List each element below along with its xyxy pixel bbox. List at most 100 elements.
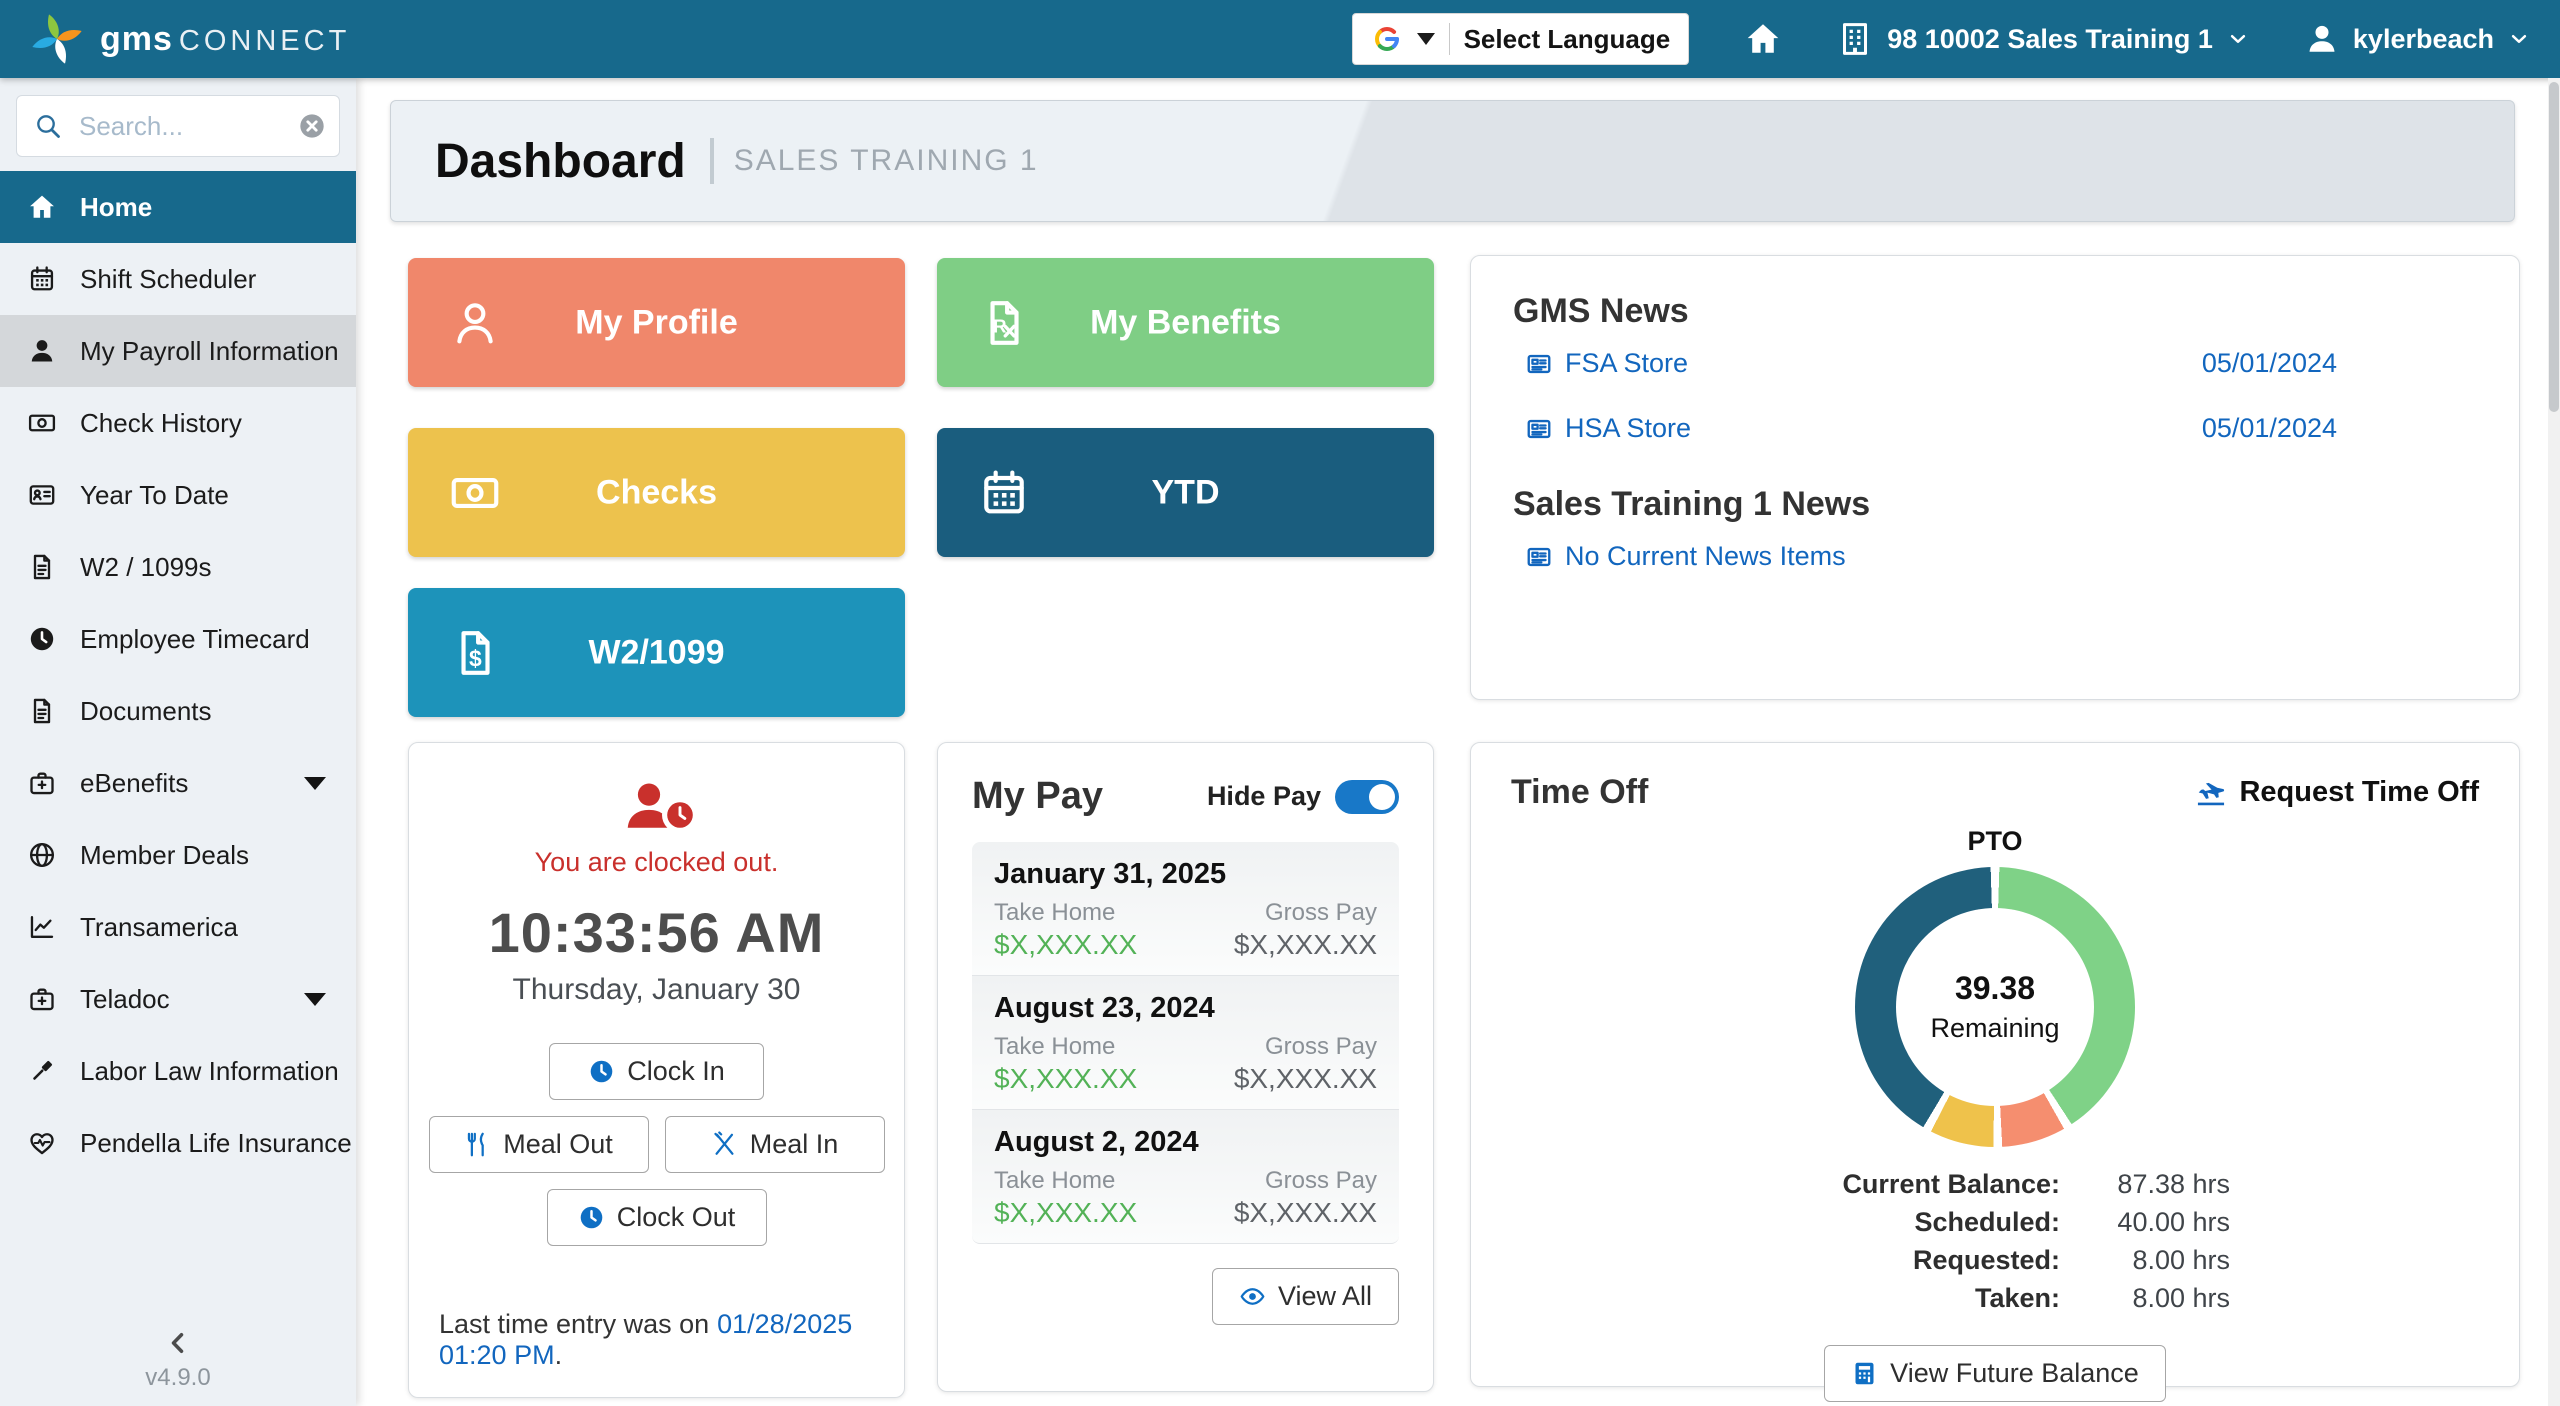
pto-donut-chart: 39.38 Remaining — [1855, 867, 2135, 1147]
eye-icon — [1239, 1283, 1266, 1310]
meal-out-button[interactable]: Meal Out — [428, 1116, 649, 1173]
donut-center: 39.38 Remaining — [1896, 908, 2094, 1106]
home-icon[interactable] — [1745, 21, 1781, 57]
button-label: View Future Balance — [1890, 1358, 2139, 1388]
topbar: gms CONNECT Select Language 98 10002 Sale… — [0, 0, 2560, 78]
sidebar-item-label: Year To Date — [80, 479, 229, 510]
sidebar-item-shift-scheduler[interactable]: Shift Scheduler — [0, 243, 356, 315]
tile-label: My Benefits — [1090, 303, 1281, 341]
take-home-label: Take Home — [994, 1033, 1116, 1060]
company-selector[interactable]: 98 10002 Sales Training 1 — [1837, 21, 2249, 57]
take-home-value: $X,XXX.XX — [994, 1063, 1138, 1094]
stat-value: 8.00 hrs — [2132, 1245, 2230, 1275]
sidebar-item-label: Pendella Life Insurance — [80, 1127, 352, 1158]
sidebar-item-teladoc[interactable]: Teladoc — [0, 963, 356, 1035]
gross-pay-label: Gross Pay — [1264, 1167, 1377, 1194]
tile-w2-1099[interactable]: W2/1099 — [408, 588, 905, 717]
newspaper-icon — [1525, 543, 1553, 571]
briefcase-medical-icon — [28, 769, 56, 797]
pay-date: August 23, 2024 — [994, 992, 1215, 1024]
sidebar-item-label: Teladoc — [80, 983, 170, 1014]
money-bill-icon — [28, 409, 56, 437]
my-pay-title: My Pay — [972, 775, 1103, 817]
gross-pay-value: $X,XXX.XX — [1233, 929, 1377, 960]
user-menu[interactable]: kylerbeach — [2305, 22, 2530, 56]
brand-logo[interactable]: gms CONNECT — [30, 12, 350, 66]
tile-my-benefits[interactable]: My Benefits — [937, 258, 1434, 387]
scrollbar-thumb[interactable] — [2549, 82, 2559, 412]
main-content: Dashboard SALES TRAINING 1 My Profile My… — [356, 78, 2560, 1406]
view-all-button[interactable]: View All — [1211, 1268, 1399, 1325]
pto-plan-label: PTO — [1967, 826, 2023, 856]
tile-label: W2/1099 — [588, 633, 725, 671]
sidebar-item-transamerica[interactable]: Transamerica — [0, 891, 356, 963]
tile-checks[interactable]: Checks — [408, 428, 905, 557]
search-input[interactable] — [16, 95, 340, 157]
time-clock-panel: You are clocked out. 10:33:56 AM Thursda… — [408, 742, 905, 1398]
sidebar-item-label: Employee Timecard — [80, 623, 310, 654]
sidebar-item-label: My Payroll Information — [80, 335, 339, 366]
pay-date: August 2, 2024 — [994, 1126, 1199, 1158]
calculator-icon — [1851, 1360, 1878, 1387]
news-link-fsa-store[interactable]: FSA Store — [1525, 348, 1688, 379]
news-item: No Current News Items — [1513, 524, 2477, 589]
sidebar-item-w2-1099s[interactable]: W2 / 1099s — [0, 531, 356, 603]
pay-entry[interactable]: January 31, 2025 Take Home $X,XXX.XX Gro… — [972, 842, 1399, 976]
sidebar-item-check-history[interactable]: Check History — [0, 387, 356, 459]
pay-entry[interactable]: August 23, 2024 Take Home $X,XXX.XX Gros… — [972, 976, 1399, 1110]
view-future-balance-button[interactable]: View Future Balance — [1824, 1345, 2166, 1402]
hide-pay-label: Hide Pay — [1206, 781, 1321, 811]
divider — [709, 138, 714, 184]
take-home-label: Take Home — [994, 899, 1116, 926]
clock-in-button[interactable]: Clock In — [549, 1043, 764, 1100]
gavel-icon — [28, 1057, 56, 1085]
last-entry-link[interactable]: 01/28/2025 01:20 PM — [439, 1309, 853, 1370]
tile-ytd[interactable]: YTD — [937, 428, 1434, 557]
sidebar-item-member-deals[interactable]: Member Deals — [0, 819, 356, 891]
clock-out-button[interactable]: Clock Out — [546, 1189, 767, 1246]
stat-label: Scheduled: — [1914, 1207, 2060, 1237]
user-icon — [2305, 22, 2339, 56]
sidebar-item-pendella-life-insurance[interactable]: Pendella Life Insurance — [0, 1107, 356, 1179]
sidebar-item-ebenefits[interactable]: eBenefits — [0, 747, 356, 819]
sidebar-item-year-to-date[interactable]: Year To Date — [0, 459, 356, 531]
remaining-value: 39.38 — [1954, 970, 2036, 1006]
last-time-entry: Last time entry was on 01/28/2025 01:20 P… — [439, 1309, 874, 1371]
sidebar-item-employee-timecard[interactable]: Employee Timecard — [0, 603, 356, 675]
google-translate-widget[interactable]: Select Language — [1351, 13, 1690, 65]
tile-my-profile[interactable]: My Profile — [408, 258, 905, 387]
calendar-icon — [28, 265, 56, 293]
newspaper-icon — [1525, 415, 1553, 443]
news-panel: GMS News FSA Store 05/01/2024 HSA Store … — [1470, 255, 2520, 700]
current-time: 10:33:56 AM — [488, 901, 825, 964]
sidebar-item-label: Labor Law Information — [80, 1055, 339, 1086]
sidebar-item-documents[interactable]: Documents — [0, 675, 356, 747]
gross-pay-label: Gross Pay — [1264, 899, 1377, 926]
request-time-off-link[interactable]: Request Time Off — [2195, 776, 2479, 809]
news-link-hsa-store[interactable]: HSA Store — [1525, 413, 1691, 444]
plane-departure-icon — [2195, 777, 2227, 809]
sidebar: Home Shift Scheduler My Payroll Informat… — [0, 78, 356, 1406]
meal-in-button[interactable]: Meal In — [664, 1116, 885, 1173]
button-label: Clock Out — [616, 1202, 736, 1232]
stat-value: 40.00 hrs — [2117, 1207, 2230, 1237]
my-pay-panel: My Pay Hide Pay January 31, 2025 Take Ho… — [937, 742, 1434, 1392]
sidebar-item-labor-law-information[interactable]: Labor Law Information — [0, 1035, 356, 1107]
news-date: 05/01/2024 — [2201, 348, 2337, 378]
page-title: Dashboard — [435, 134, 686, 188]
clock-icon — [28, 625, 56, 653]
news-link-no-items[interactable]: No Current News Items — [1525, 541, 1846, 572]
pay-list: January 31, 2025 Take Home $X,XXX.XX Gro… — [972, 842, 1399, 1244]
sidebar-item-my-payroll-information[interactable]: My Payroll Information — [0, 315, 356, 387]
sidebar-item-label: Documents — [80, 695, 212, 726]
clear-search-icon[interactable] — [298, 112, 326, 140]
sidebar-item-home[interactable]: Home — [0, 171, 356, 243]
news-item: FSA Store 05/01/2024 — [1513, 331, 2477, 396]
time-off-stats: Current Balance: 87.38 hrs Scheduled: 40.0… — [1760, 1169, 2230, 1321]
page-scrollbar[interactable] — [2548, 78, 2560, 1406]
pay-entry[interactable]: August 2, 2024 Take Home $X,XXX.XX Gross… — [972, 1110, 1399, 1244]
hide-pay-toggle[interactable] — [1335, 779, 1399, 814]
collapse-sidebar-icon[interactable] — [163, 1328, 193, 1358]
sidebar-item-label: W2 / 1099s — [80, 551, 212, 582]
meal-buttons: Meal Out Meal In — [428, 1116, 885, 1173]
